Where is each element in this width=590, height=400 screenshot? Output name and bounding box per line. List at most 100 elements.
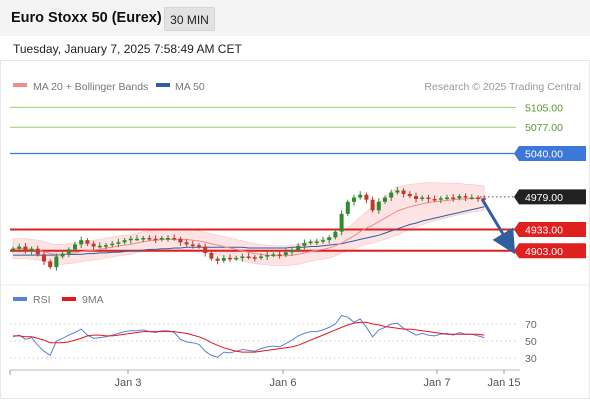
candle-body [147,238,152,240]
candle-body [333,231,338,238]
candle-body [246,256,251,258]
level-4903.00-label: 4903.00 [525,246,563,258]
candle-body [296,245,301,251]
candle-body [445,197,449,200]
candle-body [184,242,189,245]
ma20-legend-label: MA 20 + Bollinger Bands [33,81,148,93]
ma9-legend-swatch [62,297,76,301]
candle-body [197,245,201,247]
level-5040.00-label: 5040.00 [525,149,563,161]
price-levels [10,106,516,252]
x-tick-label: Jan 7 [424,377,451,389]
candle-body [370,199,375,211]
price-level-labels: 5105.00 5077.00 5040.00 4979.00 4933.00 4903.… [514,102,586,259]
candle-body [104,245,108,247]
candle-body [178,238,183,243]
candle-body [314,241,319,244]
candle-body [420,197,425,200]
timeframe-badge[interactable]: 30 MIN [164,7,215,31]
candle-body [215,258,220,261]
rsi-grid: 70 50 30 [10,319,537,365]
candles [11,186,487,271]
forecast-arrow [480,198,516,255]
candle-body [135,238,139,241]
rsi-legend-label: RSI [33,294,51,306]
x-axis: Jan 3 Jan 6 Jan 7 Jan 15 [9,370,521,389]
candle-body [407,193,412,197]
candle-body [141,238,146,240]
candle-body [438,198,443,200]
candle-body [259,256,263,258]
candle-body [42,254,46,262]
ma50-line [13,206,485,256]
level-5077.00-label: 5077.00 [525,122,563,134]
candle-body [339,213,344,232]
x-tick-label: Jan 15 [487,377,520,389]
candle-body [389,192,394,198]
candle-body [203,246,208,253]
level-4933.00-label: 4933.00 [525,225,563,237]
candle-body [290,250,294,253]
candle-body [327,237,332,241]
candle-body [54,256,59,268]
level-4979.00-label-box [514,189,586,205]
level-5040.00-label-box [514,146,586,161]
candle-body [122,240,127,243]
rsi-tick-70: 70 [525,319,537,331]
rsi-legend-swatch [13,297,27,301]
candle-body [426,197,431,200]
instrument-title: Euro Stoxx 50 (Eurex) [11,10,162,26]
chart-timestamp: Tuesday, January 7, 2025 7:58:49 AM CET [13,42,242,56]
rsi-ma9-line [13,321,485,353]
candle-body [321,240,325,242]
rsi-lines [12,314,485,358]
rsi-tick-50: 50 [525,336,537,348]
candle-body [252,257,257,259]
x-tick-label: Jan 3 [115,377,142,389]
candle-body [457,196,462,199]
candle-body [463,196,468,198]
level-4979.00-label: 4979.00 [525,192,563,204]
ma20-line [13,197,485,257]
rsi-line [12,314,485,358]
candle-body [221,257,226,261]
rsi-tick-30: 30 [525,353,537,365]
ma20-legend-swatch [13,83,27,87]
candle-body [277,254,282,256]
candle-body [209,252,214,259]
candle-body [302,242,307,246]
candle-body [364,194,369,200]
candle-body [17,246,22,249]
candle-body [383,197,387,202]
candle-body [345,201,350,214]
candle-body [376,201,381,211]
level-5105.00-label: 5105.00 [525,102,563,114]
candle-body [116,242,121,244]
candle-body [476,197,480,200]
candle-body [79,240,84,245]
ma9-legend-label: 9MA [82,294,104,306]
ma50-legend-label: MA 50 [175,81,205,93]
candle-body [432,198,437,201]
candle-body [85,240,90,244]
candle-body [172,238,177,240]
ma50-legend-swatch [156,83,170,87]
candle-body [97,245,102,248]
candle-body [91,243,96,247]
candle-body [469,197,474,200]
moving-averages [13,197,485,257]
candle-body [240,256,245,258]
candle-body [283,252,288,256]
candle-body [66,249,71,254]
x-tick-label: Jan 6 [270,377,297,389]
candle-body [23,246,28,252]
candle-body [228,257,232,260]
level-4903.00-label-box [514,243,586,259]
candle-body [73,244,77,250]
candle-body [395,190,400,193]
candle-body [29,248,34,252]
candle-body [153,238,158,241]
candle-body [60,253,65,257]
candle-body [401,190,406,194]
candle-body [271,254,276,256]
